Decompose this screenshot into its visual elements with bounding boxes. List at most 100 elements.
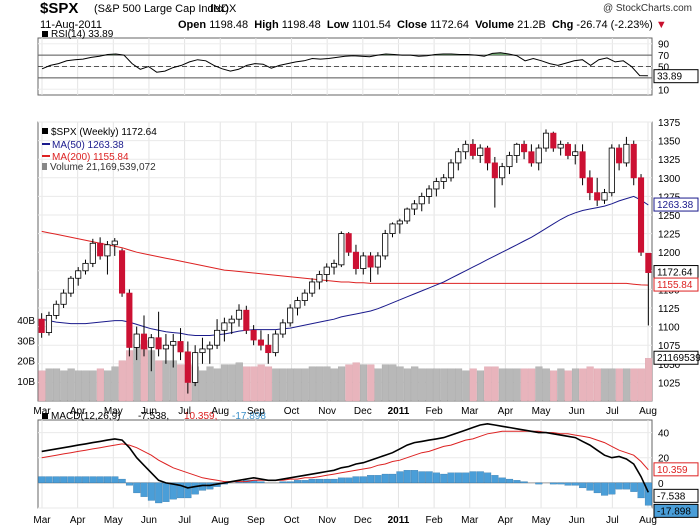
macd-histogram-bar xyxy=(352,476,360,484)
candle-body xyxy=(484,147,491,164)
candle-body xyxy=(477,147,484,156)
volume-bar xyxy=(440,368,448,402)
candle-body xyxy=(630,143,637,179)
macd-histogram-bar xyxy=(67,476,75,484)
volume-label: Volume xyxy=(475,19,515,31)
macd-histogram-bar xyxy=(506,478,514,484)
price-x-tick-label: Apr xyxy=(498,406,514,417)
candle-body xyxy=(67,277,74,294)
volume-bar xyxy=(38,370,46,402)
candle-body xyxy=(170,341,177,346)
ma200-line xyxy=(41,230,649,286)
candle-body xyxy=(53,303,60,316)
candle-body xyxy=(601,192,608,201)
volume-bar xyxy=(579,368,587,402)
macd-histogram-bar xyxy=(279,481,287,484)
macd-x-tick-label: Apr xyxy=(498,515,514,526)
macd-hist-legend: -17.898 xyxy=(232,411,266,422)
macd-x-tick-label: May xyxy=(532,515,551,526)
volume-bar xyxy=(323,366,331,402)
macd-x-tick-label: May xyxy=(104,515,123,526)
candle-body xyxy=(82,262,89,272)
macd-histogram-bar xyxy=(316,478,324,484)
macd-last-value: -7.538 xyxy=(657,491,686,502)
candle-body xyxy=(243,309,250,331)
macd-x-tick-label: Sep xyxy=(247,515,265,526)
volume-bar xyxy=(367,364,375,402)
macd-histogram-bar xyxy=(367,475,375,484)
macd-histogram-bar xyxy=(162,482,170,502)
volume-bar xyxy=(74,370,83,402)
candle-body xyxy=(542,132,550,149)
candle-body xyxy=(396,220,403,225)
candle-body xyxy=(257,339,264,346)
volume-bar xyxy=(301,368,309,402)
macd-histogram-bar xyxy=(257,481,265,484)
candle-body xyxy=(111,240,118,246)
macd-line xyxy=(41,422,650,493)
volume-bar xyxy=(155,360,163,402)
ma200-last-value-box xyxy=(653,277,699,292)
macd-signal-last-value-box xyxy=(653,462,699,477)
macd-signal-last-value: 10.359 xyxy=(657,465,688,476)
copyright-link[interactable]: @ StockCharts.com xyxy=(602,3,692,14)
price-x-tick-label: Jul xyxy=(606,406,619,417)
close-value: 1172.64 xyxy=(430,19,469,31)
candle-body xyxy=(338,233,345,266)
volume-bar xyxy=(396,366,404,402)
candle-body xyxy=(148,337,155,348)
macd-histogram-bar xyxy=(630,482,638,492)
down-arrow-icon: ▼ xyxy=(655,19,667,31)
macd-hist-last-value: -17.898 xyxy=(657,506,691,517)
macd-legend-value: -7.538, xyxy=(138,411,169,422)
candle-body xyxy=(535,147,542,164)
macd-histogram-bar xyxy=(125,482,133,486)
volume-bar xyxy=(330,368,338,402)
volume-bar xyxy=(89,370,97,402)
candle-body xyxy=(528,151,535,164)
candle-body xyxy=(214,329,221,346)
chg-value: -26.74 (-2.23%) xyxy=(576,19,653,31)
volume-bar xyxy=(608,368,616,402)
candle-body xyxy=(309,281,316,294)
price-legend: $SPX (Weekly) 1172.64 xyxy=(51,127,157,138)
candle-body xyxy=(616,147,623,164)
candle-body xyxy=(45,315,53,333)
volume-bar xyxy=(520,368,528,402)
candle-body xyxy=(469,143,476,156)
volume-bar xyxy=(221,364,229,402)
candle-body xyxy=(199,348,206,354)
candle-body xyxy=(162,344,169,350)
rsi-tick-label: 50 xyxy=(658,63,670,74)
rsi-tick-label: 10 xyxy=(658,85,670,96)
candle-body xyxy=(287,307,294,324)
macd-histogram-bar xyxy=(432,472,440,484)
volume-bar xyxy=(506,368,514,402)
macd-x-tick-label: Aug xyxy=(639,515,657,526)
macd-histogram-bar xyxy=(644,482,652,506)
macd-histogram-bar xyxy=(462,472,470,484)
exchange-label: INDX xyxy=(210,3,237,15)
volume-bar xyxy=(615,368,623,402)
macd-x-tick-label: Feb xyxy=(426,515,444,526)
close-last-value: 1172.64 xyxy=(657,268,693,279)
volume-bar xyxy=(564,370,572,402)
macd-histogram-bar xyxy=(337,477,345,484)
volume-bar xyxy=(484,366,492,402)
price-tick-label: 1250 xyxy=(658,211,681,222)
volume-last-value: 21169539072 xyxy=(657,353,700,364)
macd-x-tick-label: 2011 xyxy=(388,515,410,526)
volume-bar xyxy=(118,360,126,402)
volume-bar xyxy=(491,366,499,402)
rsi-overbought-fill xyxy=(484,53,493,56)
macd-x-tick-label: Mar xyxy=(33,515,51,526)
macd-histogram-bar xyxy=(454,472,462,484)
candle-body xyxy=(104,244,111,257)
macd-histogram-bar xyxy=(425,471,433,484)
volume-bar xyxy=(316,366,324,402)
candle-body xyxy=(557,143,564,149)
volume-bar xyxy=(542,368,550,402)
volume-bar xyxy=(454,368,463,402)
macd-histogram-bar xyxy=(359,476,367,484)
macd-histogram-bar xyxy=(104,476,112,484)
